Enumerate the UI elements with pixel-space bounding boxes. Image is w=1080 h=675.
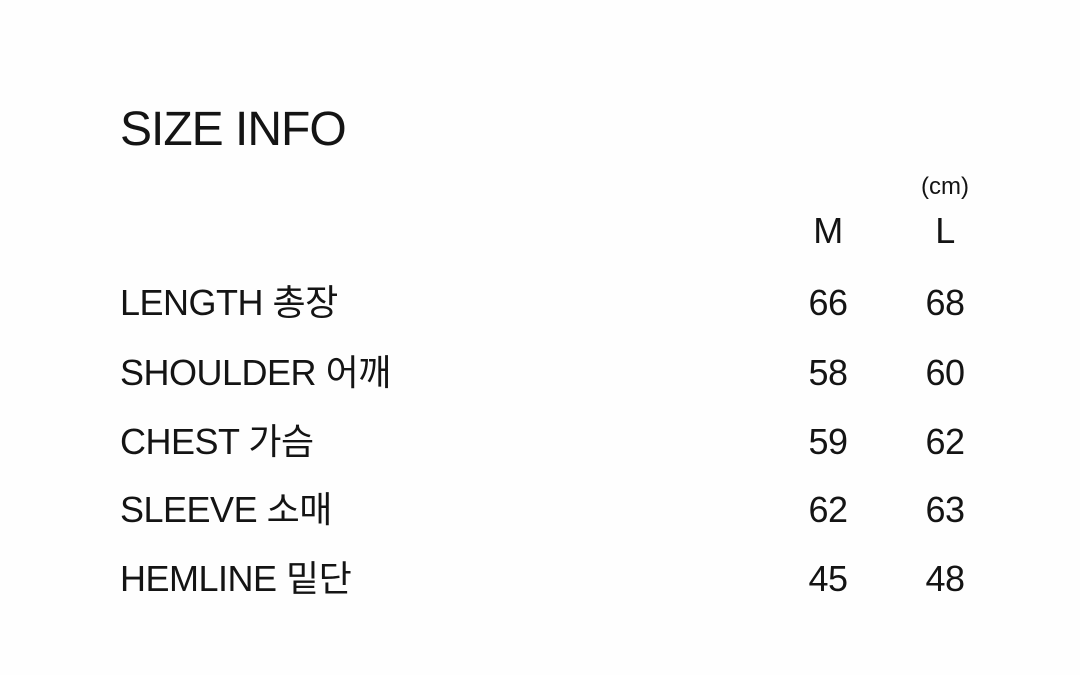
row-label-en: LENGTH (120, 282, 264, 323)
table-row-shoulder: SHOULDER 어깨 58 60 (120, 355, 990, 391)
table-row-length: LENGTH 총장 66 68 (120, 285, 990, 321)
unit-label: (cm) (921, 173, 969, 200)
row-label-ko: 가슴 (248, 421, 314, 462)
value-l: 62 (925, 421, 965, 462)
value-l: 68 (925, 282, 965, 323)
row-label: CHEST 가슴 (120, 424, 783, 460)
value-l: 48 (925, 558, 965, 599)
value-m: 59 (808, 421, 848, 462)
value-m: 62 (808, 489, 848, 530)
row-label-ko: 밑단 (286, 558, 352, 599)
table-row-sleeve: SLEEVE 소매 62 63 (120, 492, 990, 528)
column-header-row: M L (120, 213, 990, 249)
row-label-ko: 어깨 (325, 352, 392, 393)
value-l: 60 (925, 352, 965, 393)
row-label-ko: 소매 (266, 489, 333, 530)
row-label-en: HEMLINE (120, 558, 277, 599)
row-label-en: SLEEVE (120, 489, 258, 530)
value-l: 63 (925, 489, 965, 530)
value-m: 66 (808, 282, 848, 323)
row-label: SHOULDER 어깨 (120, 355, 783, 391)
page-title: SIZE INFO (120, 103, 347, 157)
row-label-ko: 총장 (272, 282, 339, 323)
unit-row: (cm) (120, 175, 990, 199)
row-label: HEMLINE 밑단 (120, 561, 783, 597)
row-label: LENGTH 총장 (120, 285, 783, 321)
table-row-hemline: HEMLINE 밑단 45 48 (120, 561, 990, 597)
column-header-m: M (813, 210, 843, 251)
column-header-l: L (935, 210, 955, 251)
table-row-chest: CHEST 가슴 59 62 (120, 424, 990, 460)
row-label-en: CHEST (120, 421, 239, 462)
row-label-en: SHOULDER (120, 352, 317, 393)
value-m: 58 (808, 352, 848, 393)
value-m: 45 (808, 558, 848, 599)
row-label: SLEEVE 소매 (120, 492, 783, 528)
